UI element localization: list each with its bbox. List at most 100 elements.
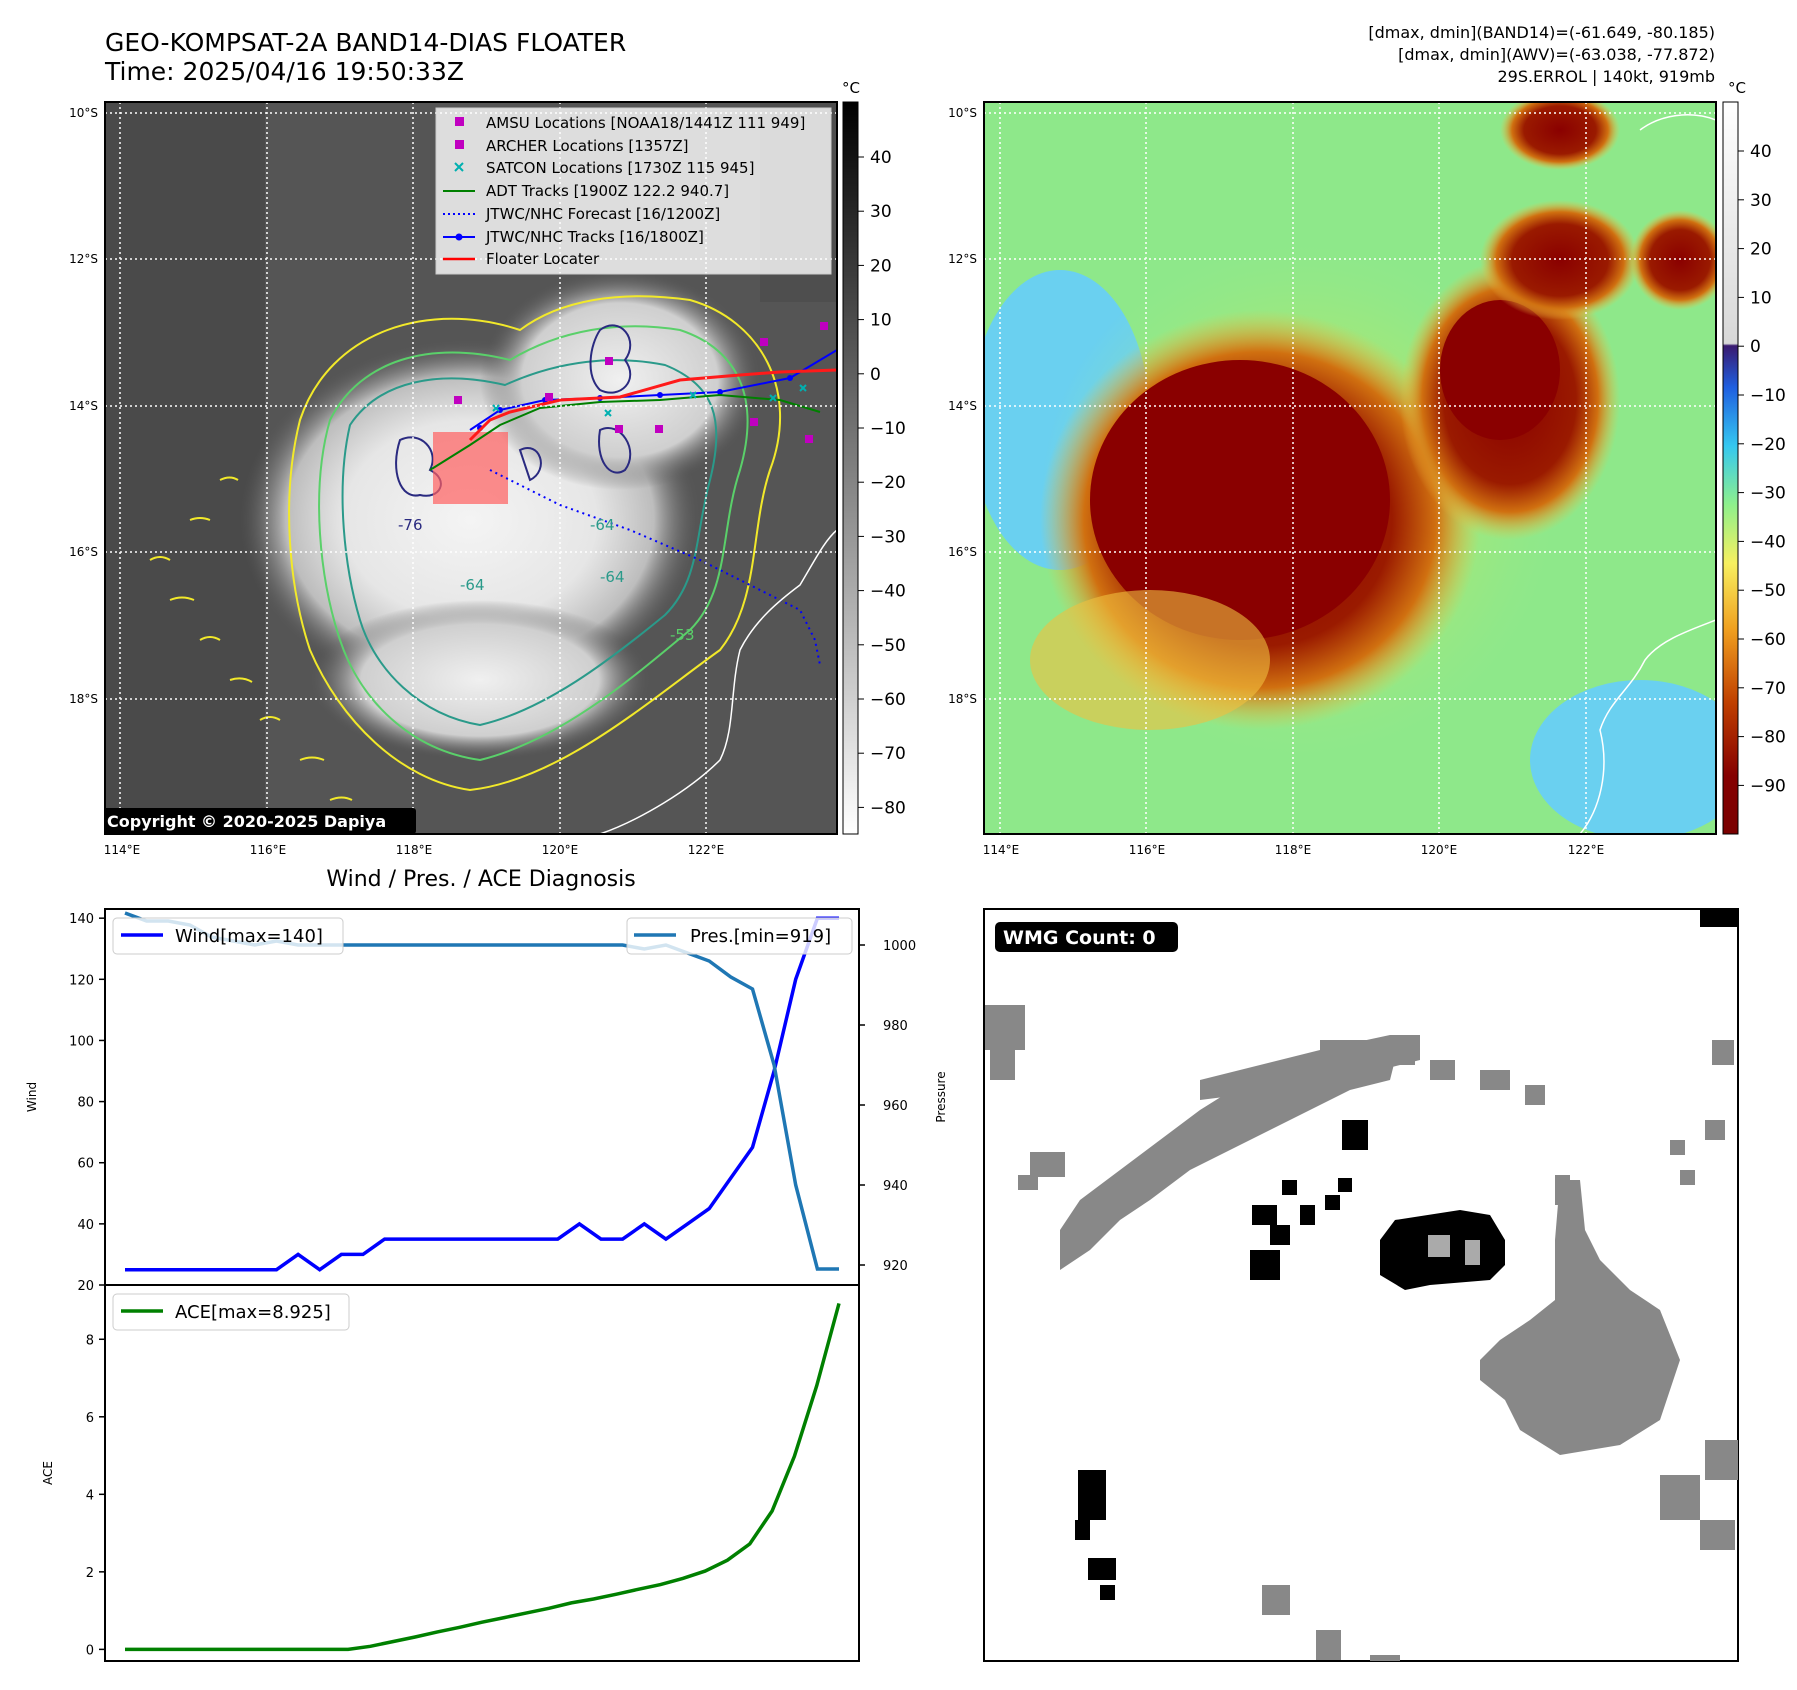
left-map-lon-labels: 114°E 116°E 118°E 120°E 122°E: [104, 843, 725, 857]
gray-colorbar-tick-label: 40: [870, 148, 892, 168]
ace-axis-tick-label: 2: [86, 1566, 94, 1581]
gray-colorbar-tick-label: −30: [870, 527, 906, 547]
color-colorbar: °C 40 30 20 10 0 −10 −20 −30 −40 −50 −60 −70 −80 −90: [1722, 79, 1786, 835]
color-colorbar-tick-label: −20: [1750, 435, 1786, 455]
left-ir-map: -76 -64 -64 -64 -53 AMSU Locations [NOAA…: [105, 102, 837, 834]
map-legend: AMSU Locations [NOAA18/1441Z 111 949] AR…: [435, 107, 832, 275]
gray-colorbar-tick-label: −70: [870, 744, 906, 764]
svg-text:116°E: 116°E: [1129, 843, 1166, 857]
jtwc-forecast: [489, 469, 821, 666]
storm-info: 29S.ERROL | 140kt, 919mb: [1497, 67, 1715, 86]
ace-legend: ACE[max=8.925]: [112, 1293, 350, 1331]
svg-text:18°S: 18°S: [69, 692, 98, 706]
wind-axis-tick-label: 60: [77, 1157, 94, 1172]
svg-text:14°S: 14°S: [948, 399, 977, 413]
wmg-panel: WMG Count: 0: [983, 908, 1739, 1662]
wmg-black-regions: [1075, 909, 1738, 1600]
legend-jtwc-forecast: JTWC/NHC Forecast [16/1200Z]: [485, 205, 720, 223]
left-map-lat-labels: 10°S 12°S 14°S 16°S 18°S: [69, 106, 98, 706]
legend-archer: ARCHER Locations [1357Z]: [486, 137, 689, 155]
wmg-label-box: [995, 922, 1178, 952]
gray-colorbar-tick-label: −60: [870, 690, 906, 710]
wind-axis-tick-label: 40: [77, 1218, 94, 1233]
svg-text:12°S: 12°S: [948, 252, 977, 266]
color-colorbar-tick-label: 30: [1750, 191, 1772, 211]
ace-axis-tick-label: 6: [86, 1411, 94, 1426]
adt-track: [429, 393, 821, 471]
awv-range: [dmax, dmin](AWV)=(-63.038, -77.872): [1398, 45, 1715, 64]
wind-axis-label: Wind: [25, 1082, 39, 1112]
wind-axis-tick-label: 100: [69, 1034, 94, 1049]
pressure-axis-tick-label: 940: [883, 1179, 908, 1194]
svg-text:16°S: 16°S: [69, 545, 98, 559]
pressure-legend-label: Pres.[min=919]: [690, 926, 831, 947]
wind-axis-tick-label: 140: [69, 912, 94, 927]
right-map-frame: [983, 101, 1717, 835]
right-color-map: [984, 102, 1716, 834]
svg-text:120°E: 120°E: [542, 843, 579, 857]
svg-text:14°S: 14°S: [69, 399, 98, 413]
floater-locater-box: [433, 432, 508, 504]
ace-axis-tick-label: 4: [86, 1488, 94, 1503]
ace-legend-label: ACE[max=8.925]: [175, 1302, 331, 1323]
ace-axis-label: ACE: [41, 1461, 55, 1485]
wind-axis-tick-label: 20: [77, 1279, 94, 1294]
ace-chart: 0 2 4 6 8 ACE ACE[max=8.925]: [41, 1284, 860, 1662]
figure-time: Time: 2025/04/16 19:50:33Z: [104, 57, 464, 86]
svg-text:12°S: 12°S: [69, 252, 98, 266]
contour-label: -53: [670, 626, 695, 644]
legend-floater: Floater Locater: [486, 250, 600, 268]
gray-colorbar-tick-label: 0: [870, 365, 881, 385]
wmg-gray-regions: [985, 1005, 1738, 1661]
ace-axis-tick-label: 0: [86, 1643, 94, 1658]
color-colorbar-tick-label: −30: [1750, 484, 1786, 504]
color-colorbar-tick-label: −50: [1750, 581, 1786, 601]
figure-title: GEO-KOMPSAT-2A BAND14-DIAS FLOATER: [105, 28, 626, 57]
pressure-axis-tick-label: 980: [883, 1019, 908, 1034]
floater-track: [468, 368, 837, 442]
ace-chart-frame: [104, 1284, 860, 1662]
gray-colorbar-tick-label: −80: [870, 798, 906, 818]
right-map-lat-labels: 10°S 12°S 14°S 16°S 18°S: [948, 106, 977, 706]
color-colorbar-tick-label: 0: [1750, 337, 1761, 357]
color-colorbar-tick-label: 10: [1750, 288, 1772, 308]
wmg-count-label: WMG Count: 0: [1003, 927, 1156, 949]
ace-axis-tick-label: 8: [86, 1333, 94, 1348]
ace-series-line: [125, 1302, 841, 1652]
jtwc-track: [469, 349, 837, 431]
gray-colorbar-tick-label: −40: [870, 582, 906, 602]
contour-yellow: [288, 295, 781, 792]
svg-text:16°S: 16°S: [948, 545, 977, 559]
legend-satcon: SATCON Locations [1730Z 115 945]: [486, 159, 754, 177]
gray-colorbar-tick-label: 20: [870, 256, 892, 276]
color-colorbar-tick-label: −70: [1750, 679, 1786, 699]
storm-cloud-east: [480, 270, 760, 490]
pressure-axis-tick-label: 960: [883, 1099, 908, 1114]
color-colorbar-tick-label: −80: [1750, 728, 1786, 748]
wind-chart-frame: [104, 908, 860, 1286]
gray-colorbar-tick-label: 10: [870, 311, 892, 331]
color-colorbar-tick-label: −90: [1750, 776, 1786, 796]
svg-text:120°E: 120°E: [1421, 843, 1458, 857]
pressure-axis-tick-label: 920: [883, 1259, 908, 1274]
right-map-lon-labels: 114°E 116°E 118°E 120°E 122°E: [983, 843, 1605, 857]
svg-text:116°E: 116°E: [250, 843, 287, 857]
svg-text:114°E: 114°E: [983, 843, 1020, 857]
svg-text:118°E: 118°E: [1275, 843, 1312, 857]
pressure-legend: Pres.[min=919]: [626, 917, 853, 955]
right-gridlines: [984, 102, 1716, 834]
gray-colorbar: °C 40 30 20 10 0 −10 −20 −30 −40 −50 −60 −70 −80: [842, 79, 906, 835]
coastline-right: [1579, 619, 1716, 834]
left-map-frame: [104, 101, 838, 835]
satcon-markers: [492, 384, 807, 417]
color-colorbar-tick-label: 20: [1750, 240, 1772, 260]
gray-colorbar-tick-label: −50: [870, 636, 906, 656]
color-colorbar-tick-label: −10: [1750, 386, 1786, 406]
copyright-label: Copyright © 2020-2025 Dapiya: [107, 812, 386, 831]
gray-colorbar-tick-label: 30: [870, 202, 892, 222]
color-colorbar-tick-label: 40: [1750, 142, 1772, 162]
color-colorbar-tick-label: −60: [1750, 630, 1786, 650]
